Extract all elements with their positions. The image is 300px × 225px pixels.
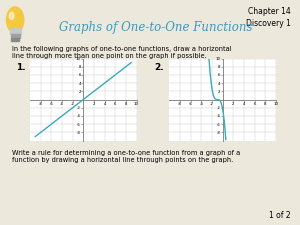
Text: In the following graphs of one-to-one functions, draw a horizontal
line through : In the following graphs of one-to-one fu… (12, 46, 232, 59)
Bar (10, 28, 20, 34)
Text: Chapter 14
Discovery 1: Chapter 14 Discovery 1 (246, 7, 291, 27)
Bar (11, 38, 19, 41)
Text: Write a rule for determining a one-to-one function from a graph of a
function by: Write a rule for determining a one-to-on… (12, 150, 240, 163)
Text: 1.: 1. (16, 63, 26, 72)
Bar (11, 34, 20, 38)
Circle shape (7, 7, 24, 33)
Text: Graphs of One-to-One Functions: Graphs of One-to-One Functions (59, 21, 253, 34)
Circle shape (9, 12, 14, 20)
Text: 2.: 2. (154, 63, 164, 72)
Text: 1 of 2: 1 of 2 (269, 212, 291, 220)
